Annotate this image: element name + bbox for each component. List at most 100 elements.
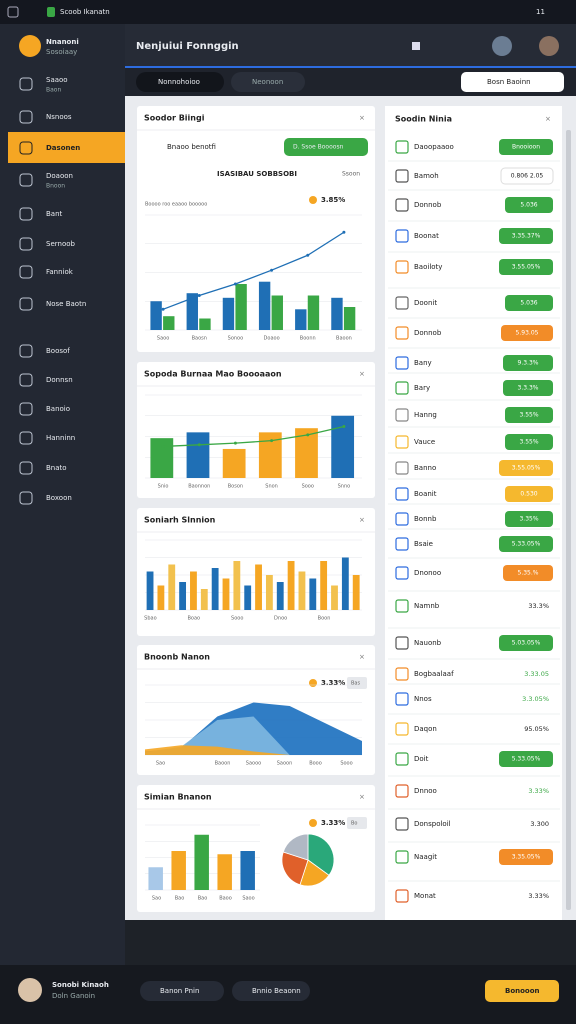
active-item[interactable] <box>8 132 125 163</box>
nav-icon[interactable] <box>19 110 33 124</box>
nav-label[interactable]: Sernoob <box>46 240 76 248</box>
chip[interactable] <box>232 981 310 1001</box>
nav-label[interactable]: Hanninn <box>46 434 75 442</box>
row-label[interactable]: Baoiloty <box>414 263 442 271</box>
row-label[interactable]: Monat <box>414 892 436 900</box>
icon-grid[interactable] <box>412 42 420 50</box>
nav-label[interactable]: Nose Baotn <box>46 300 86 308</box>
close-icon[interactable]: × <box>545 115 551 123</box>
close-icon[interactable]: × <box>359 653 365 661</box>
tab-label[interactable]: Nonnohoioo <box>158 78 200 86</box>
card-chip-label[interactable]: Bas <box>351 681 360 687</box>
row-value: 3.55% <box>519 439 538 446</box>
row-label[interactable]: Doit <box>414 755 429 763</box>
close-icon[interactable]: × <box>359 114 365 122</box>
close-icon[interactable]: × <box>359 793 365 801</box>
row-icon <box>395 487 409 501</box>
nav-label[interactable]: Dasonen <box>46 144 80 152</box>
nav-label[interactable]: Donnsn <box>46 376 73 384</box>
close-icon[interactable]: × <box>359 516 365 524</box>
nav-label[interactable]: Bant <box>46 210 63 218</box>
nav-icon[interactable] <box>19 237 33 251</box>
nav-icon[interactable] <box>19 173 33 187</box>
card-chip-label[interactable]: Bo <box>351 821 358 827</box>
row-label[interactable]: Banno <box>414 464 436 472</box>
nav-label[interactable]: Banoio <box>46 405 70 413</box>
x-tick-label: Saoon <box>277 761 293 767</box>
nav-label[interactable]: Boosof <box>46 347 70 355</box>
tab[interactable] <box>231 72 305 92</box>
nav-icon[interactable] <box>19 207 33 221</box>
row-badge <box>499 849 553 865</box>
card-button[interactable] <box>284 138 368 156</box>
row-label[interactable]: Bany <box>414 359 432 367</box>
row-label[interactable]: Namnb <box>414 602 440 610</box>
x-tick-label: Baosn <box>192 336 207 342</box>
row-label[interactable]: Donnob <box>414 201 442 209</box>
scrollbar[interactable] <box>566 130 571 910</box>
nav-icon[interactable] <box>19 491 33 505</box>
row-label[interactable]: Bogbaalaaf <box>414 670 454 678</box>
row-label[interactable]: Boanit <box>414 490 437 498</box>
search-box[interactable] <box>461 72 564 92</box>
search-placeholder[interactable]: Bosn Baoinn <box>487 78 531 86</box>
avatar[interactable] <box>539 36 559 56</box>
avatar[interactable] <box>492 36 512 56</box>
row-label[interactable]: Hanng <box>414 411 437 419</box>
primary-button[interactable] <box>485 980 559 1002</box>
row-label[interactable]: Bonnb <box>414 515 437 523</box>
nav-icon[interactable] <box>19 373 33 387</box>
row-label[interactable]: Bsaie <box>414 540 433 548</box>
row-value: 5.33.05% <box>512 756 541 763</box>
row-label[interactable]: Donnob <box>414 329 442 337</box>
nav-icon[interactable] <box>19 431 33 445</box>
row-label[interactable]: Naagit <box>414 853 437 861</box>
nav-icon[interactable] <box>19 141 33 155</box>
row-label[interactable]: Dnonoo <box>414 569 441 577</box>
card-chip[interactable] <box>347 817 367 829</box>
row-label[interactable]: Daqon <box>414 725 437 733</box>
row-label[interactable]: Bary <box>414 384 430 392</box>
card-chip[interactable] <box>347 677 367 689</box>
chip-label[interactable]: Bnnio Beaonn <box>252 987 301 995</box>
row-icon <box>395 461 409 475</box>
card <box>137 106 375 352</box>
row-label[interactable]: Donspoloil <box>414 820 451 828</box>
nav-label[interactable]: Saaoo <box>46 76 68 84</box>
row-value: 5.03.05% <box>512 640 541 647</box>
nav-sub[interactable]: Bnoon <box>46 183 65 190</box>
nav-icon[interactable] <box>19 77 33 91</box>
nav-icon[interactable] <box>19 265 33 279</box>
nav-label[interactable]: Boxoon <box>46 494 72 502</box>
nav-label[interactable]: Bnato <box>46 464 67 472</box>
bar <box>186 432 210 478</box>
nav-sub[interactable]: Baon <box>46 87 61 94</box>
close-icon[interactable]: × <box>359 370 365 378</box>
row-label[interactable]: Daoopaaoo <box>414 143 454 151</box>
row-icon <box>395 296 409 310</box>
row-label[interactable]: Nauonb <box>414 639 442 647</box>
chip-label[interactable]: Banon Pnin <box>160 987 199 995</box>
row-label[interactable]: Dnnoo <box>414 787 437 795</box>
nav-label[interactable]: Fanniok <box>46 268 74 276</box>
row-label[interactable]: Boonat <box>414 232 439 240</box>
nav-label[interactable]: Nsnoos <box>46 113 72 121</box>
bar <box>271 295 283 330</box>
tab[interactable] <box>136 72 224 92</box>
nav-icon[interactable] <box>19 297 33 311</box>
row-label[interactable]: Nnos <box>414 695 432 703</box>
nav-icon[interactable] <box>19 344 33 358</box>
card-button-label[interactable]: D. Ssoe Boooosn <box>293 144 344 151</box>
row-label[interactable]: Bamoh <box>414 172 439 180</box>
nav-icon[interactable] <box>19 402 33 416</box>
bar <box>211 568 219 610</box>
chip[interactable] <box>140 981 224 1001</box>
status-app: Scoob Ikanatn <box>60 8 110 16</box>
bar <box>222 297 235 330</box>
tab-label[interactable]: Neonoon <box>252 78 283 86</box>
button-label[interactable]: Bonooon <box>505 987 540 995</box>
nav-label[interactable]: Doaoon <box>46 172 73 180</box>
nav-icon[interactable] <box>19 461 33 475</box>
row-label[interactable]: Vauce <box>414 438 435 446</box>
row-label[interactable]: Doonit <box>414 299 437 307</box>
